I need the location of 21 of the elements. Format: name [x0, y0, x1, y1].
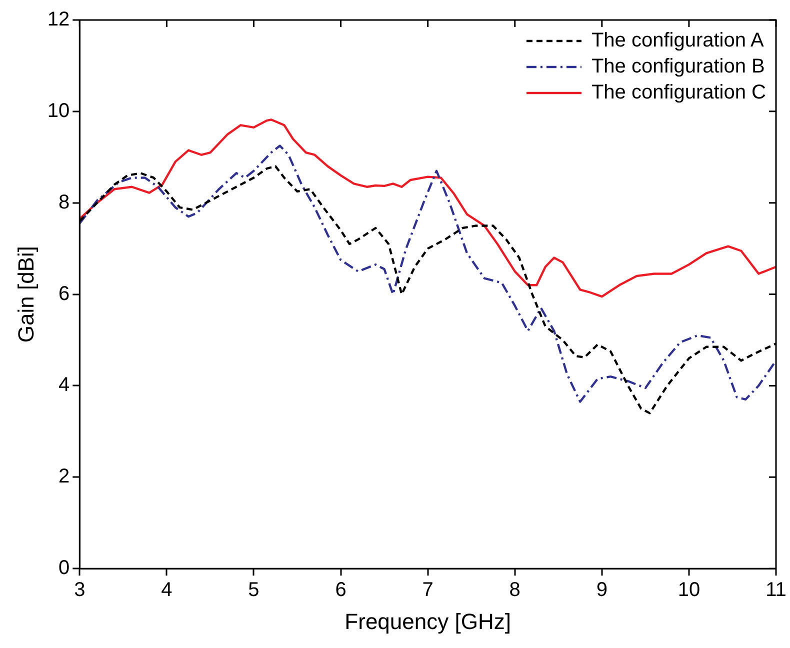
x-tick-label: 4 [161, 579, 172, 602]
y-tick-label: 0 [58, 557, 70, 580]
x-tick-label: 8 [509, 579, 520, 602]
x-tick-label: 3 [74, 579, 86, 602]
x-tick-label: 11 [766, 579, 786, 602]
legend-label: The configuration A [591, 30, 764, 52]
legend-label: The configuration C [591, 82, 766, 104]
x-tick-label: 9 [596, 579, 608, 602]
legend-label: The configuration B [591, 56, 765, 78]
y-tick-label: 2 [58, 466, 70, 488]
y-tick-label: 12 [47, 8, 70, 31]
y-tick-label: 6 [58, 282, 70, 305]
y-tick-label: 8 [58, 191, 70, 214]
x-tick-label: 5 [248, 579, 260, 602]
x-axis-title: Frequency [GHz] [344, 608, 511, 634]
y-tick-label: 4 [58, 374, 70, 396]
x-tick-label: 10 [678, 579, 700, 602]
y-tick-label: 10 [47, 100, 70, 122]
y-axis-title: Gain [dBi] [13, 246, 38, 343]
x-tick-label: 6 [335, 579, 346, 602]
x-tick-label: 7 [422, 579, 434, 602]
